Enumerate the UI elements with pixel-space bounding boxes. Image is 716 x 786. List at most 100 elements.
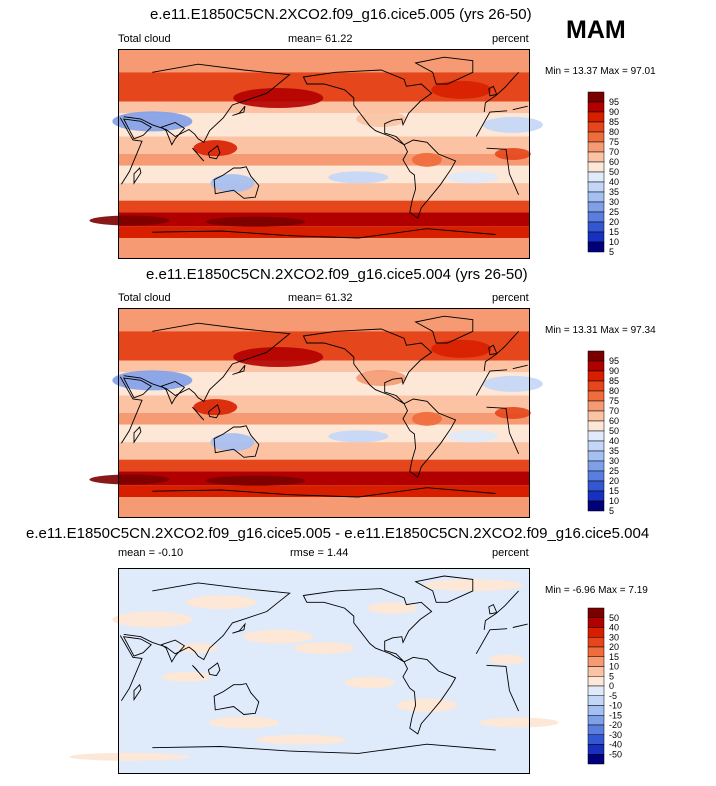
diff-patch bbox=[208, 716, 279, 729]
panel2-mean-value: 61.32 bbox=[325, 292, 353, 304]
panel1-variable: Total cloud bbox=[118, 33, 171, 45]
panel1-min-label: Min = bbox=[545, 66, 570, 77]
cloud-band bbox=[118, 226, 530, 238]
panel3-rmse-value: 1.44 bbox=[327, 547, 349, 559]
cloud-blob bbox=[412, 152, 442, 167]
colorbar-swatch bbox=[587, 724, 605, 735]
panel2-max-label: Max = bbox=[600, 325, 628, 336]
coastline bbox=[414, 575, 474, 603]
panel3-rmse: rmse = 1.44 bbox=[290, 547, 348, 559]
coastline bbox=[160, 122, 186, 146]
panel3-minmax: Min = -6.96 Max = 7.19 bbox=[545, 585, 648, 596]
colorbar-swatch bbox=[587, 450, 605, 462]
cloud-blob bbox=[210, 433, 255, 452]
coastline bbox=[402, 656, 457, 735]
colorbar-swatch bbox=[587, 91, 605, 103]
diff-patch bbox=[186, 595, 256, 610]
coastline bbox=[213, 683, 260, 715]
panel3-mean-value: -0.10 bbox=[158, 547, 184, 559]
colorbar-tick-label: -30 bbox=[609, 730, 622, 740]
panel1-max-label: Max = bbox=[600, 66, 628, 77]
cloud-blob bbox=[233, 347, 324, 367]
cloud-blob bbox=[193, 140, 238, 157]
colorbar-swatch bbox=[587, 370, 605, 382]
cloud-blob bbox=[205, 216, 306, 227]
cloud-blob bbox=[233, 88, 324, 108]
coastline bbox=[232, 364, 246, 375]
colorbar-swatch bbox=[587, 666, 605, 677]
colorbar-tick-label: 90 bbox=[609, 107, 619, 117]
colorbar-tick-label: 40 bbox=[609, 623, 619, 633]
cloud-blob bbox=[447, 171, 498, 184]
colorbar-tick-label: -10 bbox=[609, 701, 622, 711]
colorbar-swatch bbox=[587, 646, 605, 657]
colorbar-swatch bbox=[587, 480, 605, 492]
colorbar-tick-label: 10 bbox=[609, 496, 619, 506]
panel2-title: e.e11.E1850C5CN.2XCO2.f09_g16.cice5.004 … bbox=[146, 266, 528, 283]
coastline bbox=[119, 635, 143, 702]
cloud-band bbox=[118, 485, 530, 497]
colorbar-tick-label: 15 bbox=[609, 486, 619, 496]
colorbar-swatch bbox=[587, 460, 605, 472]
colorbar-swatch bbox=[587, 191, 605, 203]
coastline bbox=[160, 381, 186, 405]
colorbar-tick-label: 10 bbox=[609, 237, 619, 247]
colorbar-tick-label: -15 bbox=[609, 710, 622, 720]
panel3-mean-label: mean = bbox=[118, 547, 155, 559]
colorbar-tick-label: -5 bbox=[609, 691, 617, 701]
coastline bbox=[402, 398, 457, 478]
coastline bbox=[123, 582, 291, 661]
diff-patch bbox=[178, 643, 219, 654]
panel2-map bbox=[89, 308, 543, 518]
colorbar-swatch bbox=[587, 231, 605, 243]
panel1-mean: mean= 61.22 bbox=[288, 33, 353, 45]
coastline bbox=[192, 664, 205, 679]
colorbar-swatch bbox=[587, 171, 605, 183]
colorbar-tick-label: 15 bbox=[609, 652, 619, 662]
panel2-max-value: 97.34 bbox=[630, 325, 656, 336]
cloud-band bbox=[118, 183, 530, 201]
coastline bbox=[483, 330, 519, 372]
cloud-band bbox=[118, 49, 530, 73]
coastline bbox=[122, 636, 152, 657]
colorbar-swatch bbox=[587, 141, 605, 153]
colorbar-tick-label: 5 bbox=[609, 506, 614, 516]
colorbar-swatch bbox=[587, 221, 605, 233]
cloud-blob bbox=[412, 411, 442, 426]
coastline bbox=[213, 166, 260, 199]
coastline bbox=[207, 404, 221, 419]
colorbar-tick-label: 35 bbox=[609, 446, 619, 456]
diff-patch bbox=[478, 717, 559, 728]
coastline bbox=[289, 487, 496, 498]
colorbar-tick-label: 60 bbox=[609, 416, 619, 426]
coastline bbox=[486, 406, 520, 454]
coastline bbox=[302, 588, 433, 663]
cloud-blob bbox=[205, 475, 306, 486]
coastline bbox=[475, 110, 508, 137]
colorbar-swatch bbox=[587, 111, 605, 123]
colorbar-tick-label: 10 bbox=[609, 662, 619, 672]
coastline bbox=[512, 623, 528, 628]
colorbar-swatch bbox=[587, 627, 605, 638]
colorbar-swatch bbox=[587, 490, 605, 502]
coastline bbox=[486, 147, 520, 195]
colorbar-swatch bbox=[587, 241, 605, 253]
panel2-mean: mean= 61.32 bbox=[288, 292, 353, 304]
colorbar-tick-label: 5 bbox=[609, 247, 614, 257]
cloud-blob bbox=[482, 375, 543, 392]
cloud-blob bbox=[112, 111, 193, 132]
panel3-mean: mean = -0.10 bbox=[118, 547, 183, 559]
panel1-minmax: Min = 13.37 Max = 97.01 bbox=[545, 66, 656, 77]
cloud-band bbox=[118, 136, 530, 154]
cloud-band bbox=[118, 238, 530, 259]
colorbar-tick-label: 95 bbox=[609, 97, 619, 107]
colorbar-swatch bbox=[587, 734, 605, 745]
coastline bbox=[402, 139, 457, 219]
coastline bbox=[486, 664, 520, 712]
diff-patch bbox=[243, 629, 314, 644]
colorbar-tick-label: 50 bbox=[609, 613, 619, 623]
colorbar-swatch bbox=[587, 380, 605, 392]
coastline bbox=[133, 426, 142, 444]
